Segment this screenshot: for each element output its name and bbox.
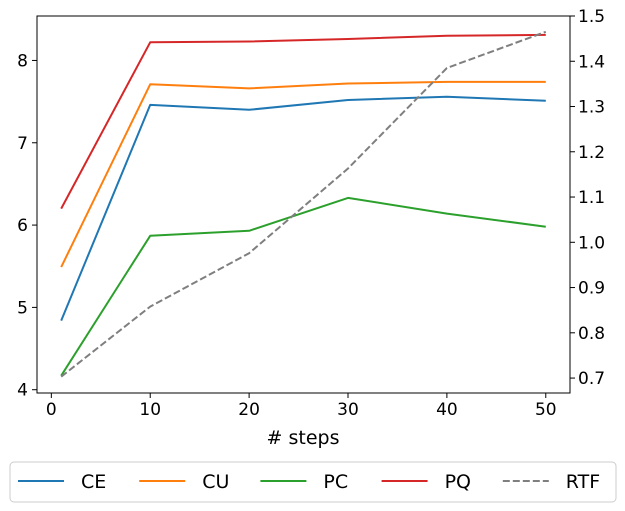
- series-line-pq: [60, 33, 546, 210]
- legend: CE CU PC PQ RTF: [9, 461, 617, 503]
- legend-frame: [9, 461, 617, 503]
- series-line-rtf: [60, 30, 547, 378]
- y-right-tick-label: 0.7: [578, 369, 605, 389]
- y-axis-right: 0.7 0.8 0.9 1.0 1.1 1.2 1.3 1.4 1.5: [570, 7, 605, 389]
- legend-label-pc: PC: [323, 471, 348, 493]
- y-left-tick-label: 4: [17, 381, 28, 401]
- y-right-tick-label: 0.8: [578, 324, 605, 344]
- y-right-tick-label: 1.5: [578, 7, 605, 27]
- series-line-cu: [60, 80, 546, 268]
- y-right-tick-label: 0.9: [578, 279, 605, 299]
- y-right-tick-label: 1.1: [578, 188, 605, 208]
- y-left-tick-label: 6: [17, 216, 28, 236]
- y-left-tick-label: 8: [17, 51, 28, 71]
- y-right-tick-label: 1.2: [578, 143, 605, 163]
- y-right-tick-label: 1.0: [578, 233, 605, 253]
- legend-label-cu: CU: [202, 471, 229, 493]
- y-left-tick-label: 5: [17, 298, 28, 318]
- series-line-pc: [60, 196, 546, 377]
- plot-frame: [36, 15, 571, 394]
- plot-area: [36, 15, 571, 394]
- x-tick-label: 40: [436, 400, 458, 420]
- legend-label-ce: CE: [81, 471, 106, 493]
- legend-label-rtf: RTF: [566, 471, 600, 493]
- y-left-tick-label: 7: [17, 134, 28, 154]
- x-tick-label: 30: [337, 400, 359, 420]
- x-tick-label: 10: [139, 400, 161, 420]
- legend-label-pq: PQ: [445, 471, 471, 493]
- y-axis-left: 4 5 6 7 8: [17, 51, 37, 401]
- series-lines: [60, 30, 547, 378]
- x-axis: 0 10 20 30 40 50: [46, 393, 557, 420]
- y-right-tick-label: 1.3: [578, 98, 605, 118]
- x-tick-label: 50: [535, 400, 557, 420]
- x-tick-label: 0: [46, 400, 57, 420]
- y-right-tick-label: 1.4: [578, 52, 605, 72]
- series-line-ce: [60, 95, 546, 321]
- x-axis-label: # steps: [267, 427, 340, 449]
- x-tick-label: 20: [238, 400, 260, 420]
